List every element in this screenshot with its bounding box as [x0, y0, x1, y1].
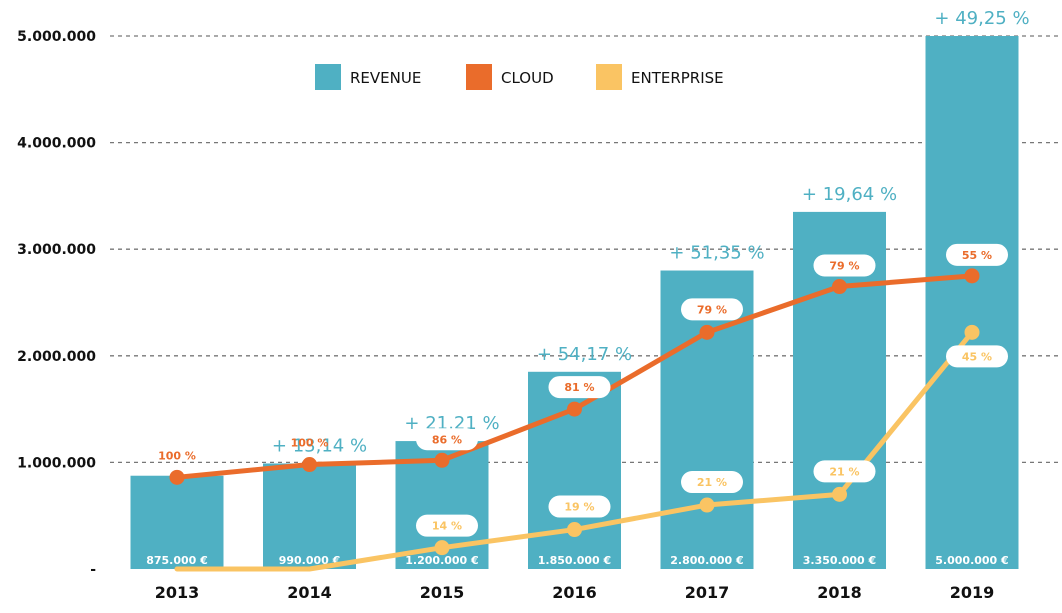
growth-label: + 13,14 %	[272, 435, 367, 456]
y-tick-label: 5.000.000	[17, 29, 96, 45]
bar-value-label: 990.000 €	[279, 554, 341, 567]
enterprise-point-label: 45 %	[962, 350, 992, 363]
revenue-bar-labels: 875.000 € 990.000 € 1.200.000 € 1.850.000 €…	[146, 554, 1009, 567]
revenue-bar	[130, 475, 224, 569]
enterprise-point-label: 14 %	[432, 520, 462, 533]
legend-revenue-label: REVENUE	[350, 69, 421, 87]
enterprise-point	[567, 522, 582, 538]
bar-value-label: 2.800.000 €	[670, 554, 743, 567]
enterprise-label-pill	[813, 460, 876, 483]
cloud-point	[699, 324, 715, 340]
cloud-point-label: 79 %	[829, 260, 859, 273]
revenue-bars	[130, 36, 1019, 569]
enterprise-point-label: 19 %	[564, 501, 594, 514]
legend-cloud-label: CLOUD	[501, 69, 554, 87]
bar-value-label: 1.850.000 €	[538, 554, 611, 567]
enterprise-point-label: 21 %	[829, 465, 859, 478]
enterprise-label-pill	[548, 495, 611, 518]
cloud-point-label: 81 %	[564, 381, 594, 394]
x-axis: 2013 2014 2015 2016 2017 2018 2019	[155, 583, 995, 602]
cloud-point	[302, 457, 317, 473]
revenue-bar	[925, 36, 1019, 569]
cloud-label-pill	[416, 428, 478, 451]
cloud-point	[964, 268, 980, 284]
y-tick-label: 3.000.000	[17, 242, 96, 258]
x-tick-label: 2014	[287, 583, 332, 602]
y-tick-label: 1.000.000	[17, 455, 96, 471]
y-axis: - 1.000.000 2.000.000 3.000.000 4.000.000 5.0…	[17, 29, 96, 578]
enterprise-point	[964, 324, 980, 340]
bar-value-label: 875.000 €	[146, 554, 208, 567]
cloud-label-pill	[946, 243, 1008, 266]
y-tick-label: -	[90, 562, 96, 578]
cloud-label-pill	[681, 298, 743, 321]
trend-points: 100 % 100 % 86 % 81 % 79 % 79 % 55 % 14 % 19 % 21…	[158, 243, 1008, 556]
legend-cloud-swatch	[466, 64, 492, 90]
x-tick-label: 2015	[420, 583, 465, 602]
x-tick-label: 2016	[552, 583, 597, 602]
growth-label: + 19,64 %	[802, 184, 897, 205]
revenue-bar	[528, 371, 621, 569]
cloud-label-pill	[813, 254, 876, 277]
x-tick-label: 2018	[817, 583, 862, 602]
growth-labels: + 13,14 %+ 21,21 %+ 54,17 %+ 51,35 %+ 19…	[272, 8, 1030, 456]
cloud-point-label: 86 %	[432, 433, 462, 446]
bar-value-label: 3.350.000 €	[803, 554, 876, 567]
legend-enterprise-label: ENTERPRISE	[631, 69, 724, 87]
cloud-point	[832, 279, 847, 295]
legend: REVENUE CLOUD ENTERPRISE	[315, 64, 724, 90]
cloud-point	[169, 469, 185, 485]
x-tick-label: 2019	[950, 583, 995, 602]
cloud-point	[434, 452, 450, 468]
enterprise-point	[699, 497, 715, 513]
y-tick-label: 2.000.000	[17, 349, 96, 365]
growth-label: + 51,35 %	[669, 243, 764, 264]
enterprise-label-pill	[681, 471, 743, 494]
cloud-point	[567, 401, 582, 417]
cloud-point-label: 100 %	[291, 437, 329, 450]
legend-revenue-swatch	[315, 64, 341, 90]
legend-enterprise-swatch	[596, 64, 622, 90]
cloud-point-label: 55 %	[962, 249, 992, 262]
cloud-label-pill	[548, 376, 611, 399]
growth-label: + 49,25 %	[934, 8, 1029, 29]
enterprise-label-pill	[946, 345, 1008, 368]
enterprise-label-pill	[416, 514, 478, 537]
cloud-point-label: 79 %	[697, 303, 727, 316]
enterprise-point-label: 21 %	[697, 476, 727, 489]
revenue-bar	[263, 463, 356, 569]
cloud-point-label: 100 %	[158, 449, 196, 462]
enterprise-point	[434, 540, 450, 556]
enterprise-point	[832, 486, 847, 502]
bar-value-label: 1.200.000 €	[405, 554, 478, 567]
y-tick-label: 4.000.000	[17, 136, 96, 152]
growth-label: + 54,17 %	[537, 344, 632, 365]
x-tick-label: 2017	[685, 583, 730, 602]
bar-value-label: 5.000.000 €	[935, 554, 1008, 567]
x-tick-label: 2013	[155, 583, 200, 602]
